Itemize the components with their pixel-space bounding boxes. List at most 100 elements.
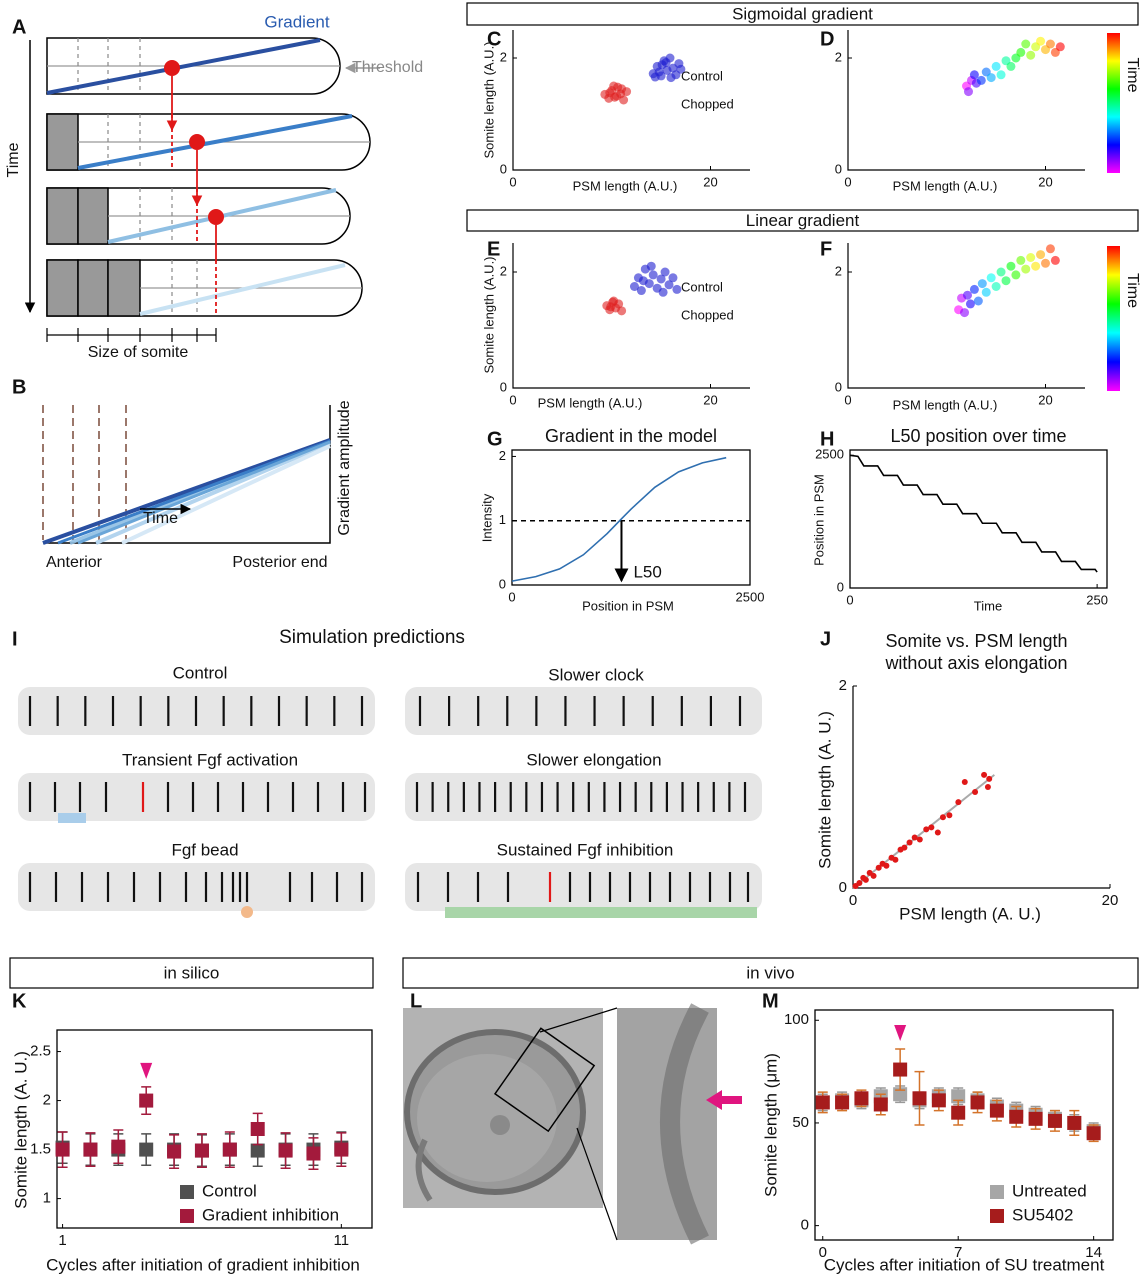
y-tick-label: 0 <box>835 161 842 176</box>
condition-label: Sustained Fgf inhibition <box>497 840 674 859</box>
point <box>939 814 946 821</box>
point <box>962 290 972 300</box>
marker <box>1028 1111 1043 1126</box>
chart-title: without axis elongation <box>884 653 1067 673</box>
point <box>1036 36 1046 46</box>
x-tick-label: 20 <box>1038 392 1052 407</box>
y-axis-label: Somite length (A. U.) <box>815 711 834 869</box>
fgf-inhibition-bar <box>445 907 757 918</box>
panel-letter: F <box>820 238 832 260</box>
point <box>901 844 908 851</box>
point <box>646 261 656 271</box>
point <box>996 267 1006 277</box>
legend-label: Untreated <box>1012 1181 1087 1200</box>
marker <box>194 1143 209 1158</box>
section-header-box <box>466 209 1139 232</box>
y-tick-label: 0 <box>500 161 507 176</box>
panel-letter: H <box>820 428 834 450</box>
legend-label: Chopped <box>681 96 734 111</box>
panel-letter: A <box>12 16 26 38</box>
y-axis-label: Somite length (μm) <box>761 1053 780 1197</box>
arrowhead <box>894 1025 907 1042</box>
point <box>1045 244 1055 254</box>
point <box>617 84 627 94</box>
y-tick-label: 0 <box>801 1217 809 1234</box>
point <box>911 834 918 841</box>
x-tick-label: 0 <box>846 592 853 607</box>
marker <box>1086 1126 1101 1141</box>
point <box>648 270 658 280</box>
plot-frame <box>56 1029 373 1229</box>
embryo-image <box>403 1003 742 1245</box>
point <box>617 306 627 316</box>
point <box>986 73 996 83</box>
point <box>928 824 935 831</box>
point <box>862 876 869 883</box>
y-tick-label: 0 <box>500 379 507 394</box>
point <box>976 75 986 85</box>
y-axis-label: Position in PSM <box>811 474 826 566</box>
point <box>666 73 676 83</box>
point <box>984 784 991 790</box>
point <box>1021 39 1031 49</box>
y-axis-label: Somite length (A.U.) <box>481 41 496 158</box>
point <box>1006 261 1016 271</box>
marker <box>815 1095 830 1110</box>
marker <box>167 1144 182 1159</box>
panel-letter: K <box>12 990 27 1012</box>
point <box>955 799 962 806</box>
point <box>856 879 863 886</box>
time-label: Time <box>5 142 22 177</box>
point <box>883 862 890 869</box>
amplitude-label: Gradient amplitude <box>336 400 353 535</box>
condition-label: Transient Fgf activation <box>122 750 298 769</box>
y-tick-label: 1 <box>43 1190 51 1207</box>
panel-letter: E <box>487 238 500 260</box>
gradient-label: Gradient <box>264 12 329 31</box>
chart-title: L50 position over time <box>890 426 1066 446</box>
x-axis-label: Time <box>974 598 1002 613</box>
chart-title: Somite vs. PSM length <box>885 631 1067 651</box>
point <box>996 70 1006 80</box>
panel-letter: L <box>410 990 422 1012</box>
point <box>1026 253 1036 262</box>
point <box>1016 255 1026 265</box>
x-tick-label: 20 <box>703 392 717 407</box>
x-tick-label: 1 <box>58 1232 66 1249</box>
fgf-bead <box>241 906 253 918</box>
marker <box>250 1122 265 1136</box>
point <box>981 287 991 297</box>
simulation-row <box>405 687 762 735</box>
marker <box>334 1142 349 1157</box>
chart-title: Gradient in the model <box>545 426 717 446</box>
legend-label: Control <box>681 279 723 294</box>
y-tick-label: 100 <box>784 1011 809 1028</box>
point <box>965 299 975 309</box>
panel-letter: D <box>820 28 834 50</box>
point <box>934 829 941 836</box>
somite-size-label: Size of somite <box>88 344 189 361</box>
y-tick-label: 0 <box>499 576 506 591</box>
panel-letter: C <box>487 28 501 50</box>
x-axis-label: PSM length (A.U.) <box>538 395 643 410</box>
panel-letter: G <box>487 428 503 450</box>
point <box>664 280 674 290</box>
point <box>1011 270 1021 280</box>
section-header-box <box>9 957 374 989</box>
simulation-row <box>405 863 762 911</box>
marker <box>222 1142 237 1157</box>
condition-label: Control <box>173 663 228 682</box>
point <box>1050 255 1060 265</box>
point <box>1036 250 1046 260</box>
y-tick-label: 2 <box>499 448 506 463</box>
y-axis-label: Intensity <box>479 493 494 542</box>
simulation-row <box>18 863 375 911</box>
point <box>1031 261 1041 271</box>
point <box>660 267 670 277</box>
diagram-a <box>24 37 380 342</box>
y-tick-label: 2 <box>839 677 847 694</box>
section-header-box <box>466 2 1139 26</box>
legend-label: Chopped <box>681 307 734 322</box>
point <box>619 95 629 105</box>
y-tick-label: 1.5 <box>30 1141 51 1158</box>
